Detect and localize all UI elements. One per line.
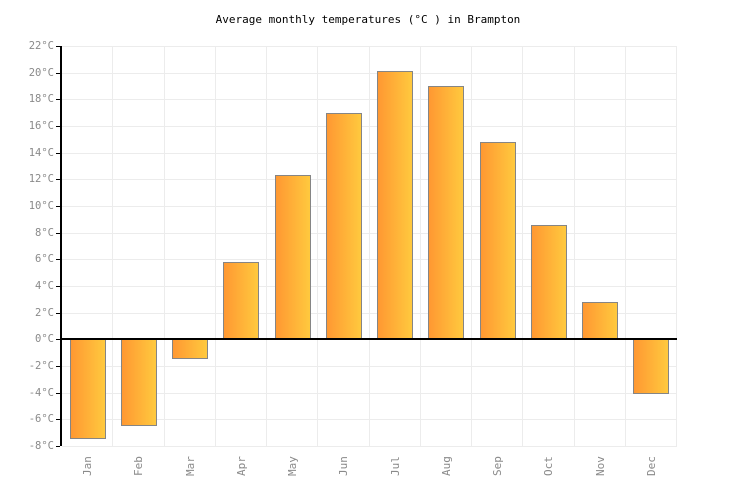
x-tick-label-may: May (286, 456, 300, 476)
horizontal-gridline (62, 446, 677, 447)
y-tick-mark (56, 206, 60, 207)
x-tick-label-aug: Aug (439, 456, 453, 476)
bar-sep (479, 142, 516, 340)
y-tick-label: 6°C (35, 253, 54, 266)
bar-nov (582, 302, 619, 340)
vertical-gridline (471, 46, 472, 446)
horizontal-gridline (62, 392, 677, 394)
vertical-gridline (266, 46, 267, 446)
x-tick-label-oct: Oct (542, 456, 556, 476)
horizontal-gridline (62, 179, 677, 181)
horizontal-gridline (62, 99, 677, 101)
vertical-gridline (214, 46, 216, 446)
y-tick-mark (56, 99, 60, 101)
y-tick-label: 10°C (28, 200, 54, 212)
horizontal-gridline (62, 46, 677, 47)
y-tick-mark (56, 152, 60, 154)
bar-jul (377, 71, 414, 340)
bar-may (274, 175, 311, 340)
x-tick-label-jul: Jul (388, 456, 402, 476)
bar-oct (530, 224, 567, 340)
horizontal-gridline (62, 232, 677, 234)
y-tick-label: 4°C (35, 280, 54, 292)
horizontal-gridline (62, 206, 677, 207)
y-tick-label: 18°C (28, 93, 54, 106)
vertical-gridline (522, 46, 524, 446)
y-axis-line (60, 46, 62, 446)
y-tick-mark (56, 339, 60, 341)
vertical-gridline (676, 46, 677, 446)
x-tick-label-mar: Mar (183, 456, 197, 476)
bar-jun (325, 112, 362, 340)
y-tick-label: 0°C (35, 333, 54, 346)
bar-aug (428, 86, 465, 340)
horizontal-gridline (62, 152, 677, 154)
horizontal-gridline (62, 126, 677, 127)
bar-mar (172, 339, 209, 360)
y-tick-label: -4°C (28, 386, 54, 399)
bar-jan (69, 339, 106, 440)
horizontal-gridline (62, 419, 677, 421)
horizontal-gridline (62, 312, 677, 314)
y-tick-mark (56, 179, 60, 181)
vertical-gridline (573, 46, 575, 446)
y-tick-mark (56, 286, 60, 287)
x-tick-label-nov: Nov (593, 456, 607, 476)
chart-title: Average monthly temperatures (°C ) in Br… (215, 13, 521, 26)
y-tick-label: 20°C (28, 66, 54, 79)
vertical-gridline (368, 46, 370, 446)
x-tick-label-jun: Jun (337, 456, 351, 476)
vertical-gridline (163, 46, 165, 446)
y-tick-label: 12°C (28, 173, 54, 186)
y-tick-mark (56, 366, 60, 367)
x-tick-label-dec: Dec (644, 456, 658, 476)
bar-apr (223, 262, 260, 340)
y-tick-label: 16°C (28, 120, 54, 132)
y-tick-mark (56, 46, 60, 47)
x-tick-label-apr: Apr (234, 456, 248, 476)
vertical-gridline (624, 46, 626, 446)
horizontal-gridline (62, 72, 677, 74)
y-tick-label: 2°C (35, 306, 54, 319)
y-tick-label: -8°C (28, 440, 54, 452)
bar-feb (120, 339, 157, 426)
y-tick-mark (56, 419, 60, 421)
vertical-gridline (419, 46, 421, 446)
y-tick-label: -2°C (28, 360, 54, 372)
vertical-gridline (317, 46, 319, 446)
y-tick-label: 8°C (35, 226, 54, 239)
x-tick-label-jan: Jan (81, 456, 95, 476)
y-tick-mark (56, 126, 60, 127)
horizontal-gridline (62, 366, 677, 367)
x-tick-label-feb: Feb (132, 456, 146, 476)
horizontal-gridline (62, 259, 677, 261)
bar-dec (633, 339, 670, 394)
horizontal-gridline (62, 286, 677, 287)
y-tick-mark (56, 312, 60, 314)
zero-axis-line (62, 338, 677, 341)
y-tick-mark (56, 259, 60, 261)
y-tick-mark (56, 392, 60, 394)
vertical-gridline (112, 46, 114, 446)
y-tick-label: 14°C (28, 146, 54, 159)
y-tick-label: 22°C (28, 40, 54, 52)
y-tick-label: -6°C (28, 413, 54, 426)
y-tick-mark (56, 72, 60, 74)
x-tick-label-sep: Sep (491, 456, 505, 476)
y-tick-mark (56, 446, 60, 447)
plot-area (62, 46, 677, 447)
y-tick-mark (56, 232, 60, 234)
